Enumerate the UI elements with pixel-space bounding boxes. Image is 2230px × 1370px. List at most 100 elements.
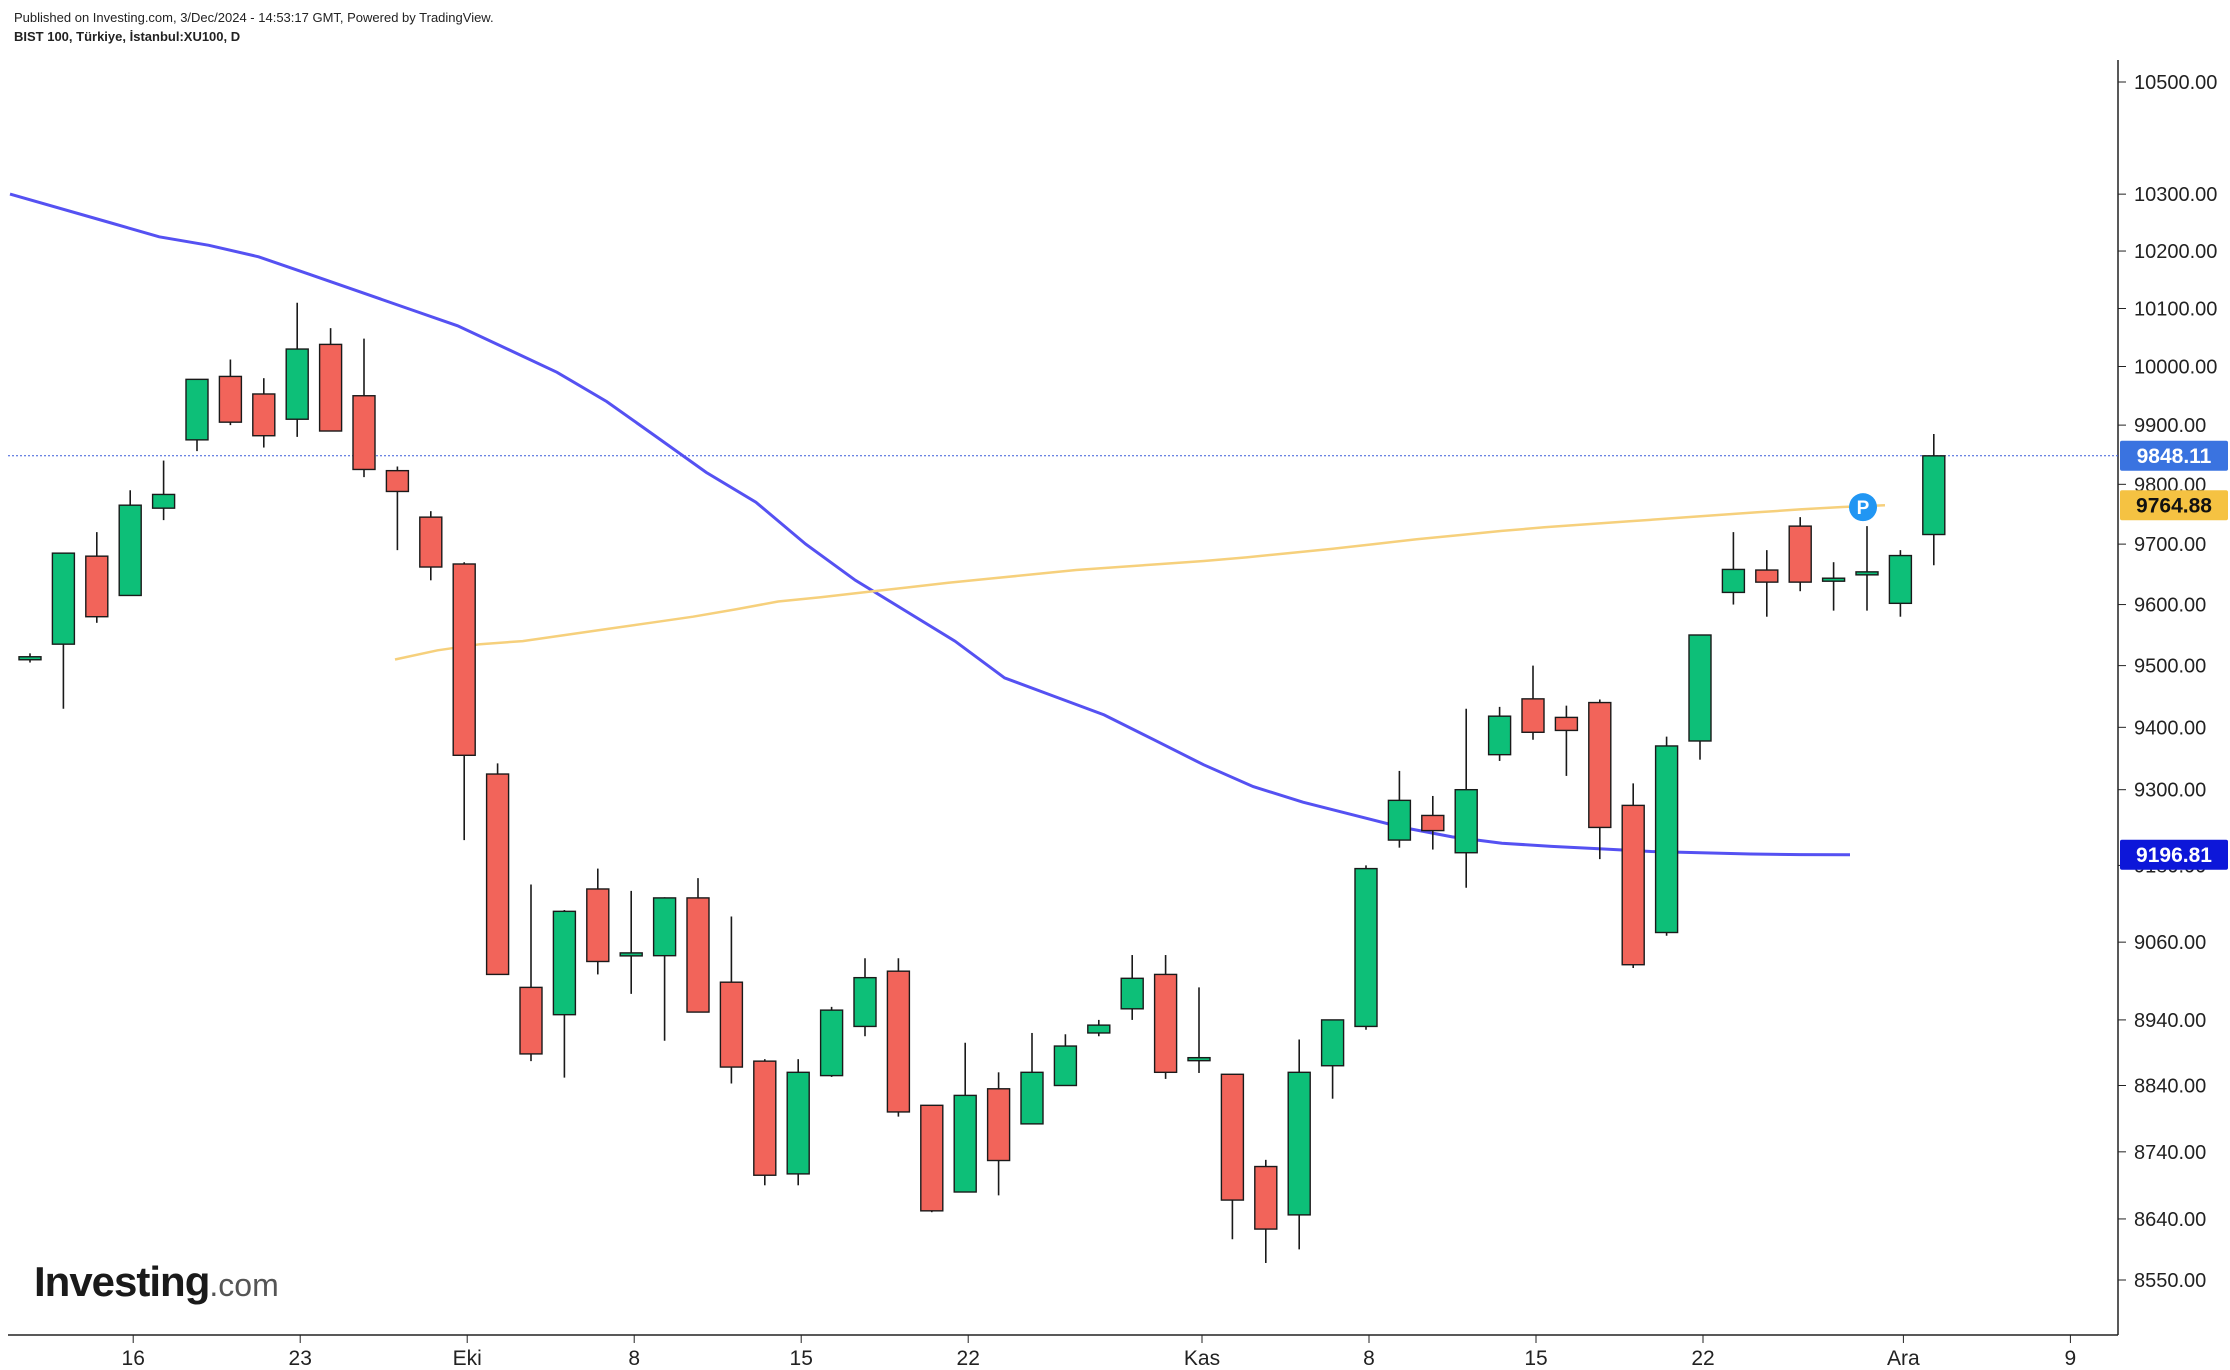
x-tick-label: 9: [2065, 1347, 2077, 1370]
x-tick-label: 8: [628, 1347, 640, 1370]
logo-brand: Investing: [34, 1258, 210, 1305]
x-tick-label: 15: [790, 1347, 813, 1370]
candle-body: [519, 986, 543, 1055]
chart-header: Published on Investing.com, 3/Dec/2024 -…: [14, 8, 494, 46]
candle-body: [1621, 804, 1645, 966]
candle-body: [1153, 973, 1178, 1074]
candle-body: [1554, 716, 1579, 732]
candle-body: [1087, 1024, 1111, 1034]
candle-body: [953, 1094, 977, 1193]
candle-body: [1287, 1071, 1311, 1216]
candle-body: [1688, 634, 1712, 742]
candle-body: [352, 395, 376, 471]
candle-body: [986, 1088, 1011, 1162]
candle-body: [719, 981, 744, 1068]
y-tick-label: 8640.00: [2134, 1209, 2206, 1231]
y-tick-label: 9700.00: [2134, 534, 2206, 556]
price-label-box: [2120, 440, 2228, 471]
candle-body: [1755, 569, 1779, 583]
candle-body: [51, 552, 76, 645]
candle-body: [1254, 1165, 1278, 1230]
published-note: Published on Investing.com, 3/Dec/2024 -…: [14, 10, 494, 25]
y-tick-label: 8840.00: [2134, 1075, 2206, 1097]
candle-body: [686, 897, 710, 1013]
y-tick-label: 9300.00: [2134, 780, 2206, 802]
x-tick-label: Ara: [1887, 1347, 1920, 1370]
pivot-marker-icon: [1849, 493, 1877, 522]
y-tick-label: 10300.00: [2134, 184, 2217, 206]
moving-average-slow: [394, 504, 1886, 661]
x-tick-label: Kas: [1184, 1347, 1220, 1370]
y-tick-label: 9900.00: [2134, 415, 2206, 437]
x-tick-label: 8: [1363, 1347, 1375, 1370]
candle-body: [118, 504, 142, 597]
candle-body: [1421, 814, 1445, 832]
candle-body: [1187, 1056, 1211, 1062]
candle-body: [419, 516, 443, 568]
price-label-box: [2120, 839, 2228, 870]
candle-body: [819, 1009, 844, 1077]
x-tick-label: 23: [289, 1347, 312, 1370]
candle-body: [1888, 554, 1913, 605]
y-tick-label: 9400.00: [2134, 717, 2206, 739]
candle-body: [1053, 1045, 1078, 1087]
candle-body: [1020, 1071, 1044, 1125]
candle-body: [1521, 698, 1545, 733]
candle-body: [786, 1071, 810, 1175]
y-tick-label: 9600.00: [2134, 595, 2206, 617]
candle-body: [485, 773, 510, 976]
candle-body: [1120, 977, 1144, 1010]
x-tick-label: Eki: [453, 1347, 482, 1370]
y-tick-label: 10500.00: [2134, 72, 2217, 94]
candle-body: [619, 952, 643, 957]
price-label: 9764.88: [2136, 494, 2212, 517]
x-tick-label: 15: [1524, 1347, 1547, 1370]
moving-average-fast: [9, 192, 1851, 857]
candle-body: [853, 976, 877, 1028]
candle-body: [1721, 568, 1746, 594]
price-label: 9196.81: [2136, 844, 2212, 867]
candle-body: [218, 375, 243, 423]
candle-body: [586, 888, 610, 963]
candle-body: [151, 493, 176, 509]
x-tick-label: 22: [957, 1347, 980, 1370]
price-label-box: [2120, 490, 2228, 521]
y-tick-label: 9060.00: [2134, 932, 2206, 954]
price-label: 9848.11: [2137, 445, 2212, 468]
candle-body: [85, 555, 109, 618]
y-tick-label: 8550.00: [2134, 1270, 2206, 1292]
candle-body: [753, 1060, 777, 1176]
candle-body: [1220, 1073, 1245, 1201]
candle-body: [1487, 715, 1512, 756]
candle-body: [1588, 701, 1612, 829]
candle-body: [1922, 455, 1946, 536]
candle-body: [1454, 788, 1478, 854]
candle-body: [552, 910, 577, 1016]
y-tick-label: 9500.00: [2134, 656, 2206, 678]
y-tick-label: 10000.00: [2134, 357, 2217, 379]
candle-body: [318, 343, 343, 432]
candle-body: [1354, 867, 1378, 1028]
x-tick-label: 22: [1691, 1347, 1714, 1370]
candle-body: [285, 348, 309, 420]
candle-body: [886, 970, 911, 1113]
candle-body: [1855, 571, 1879, 576]
logo-suffix: .com: [209, 1267, 279, 1303]
candle-body: [920, 1104, 944, 1212]
candle-body: [1821, 577, 1846, 582]
investing-logo: Investing.com: [34, 1258, 279, 1306]
candle-body: [1320, 1019, 1345, 1067]
pivot-marker-label: P: [1857, 498, 1870, 519]
candle-body: [18, 656, 42, 661]
y-tick-label: 10200.00: [2134, 241, 2217, 263]
candle-body: [252, 393, 276, 437]
candle-body: [1788, 525, 1812, 583]
candle-body: [452, 563, 476, 757]
candle-body: [652, 897, 677, 957]
x-tick-label: 16: [122, 1347, 145, 1370]
candle-body: [1387, 799, 1412, 841]
symbol-title: BIST 100, Türkiye, İstanbul:XU100, D: [14, 29, 241, 44]
y-tick-label: 10100.00: [2134, 298, 2217, 320]
y-tick-label: 8740.00: [2134, 1142, 2206, 1164]
